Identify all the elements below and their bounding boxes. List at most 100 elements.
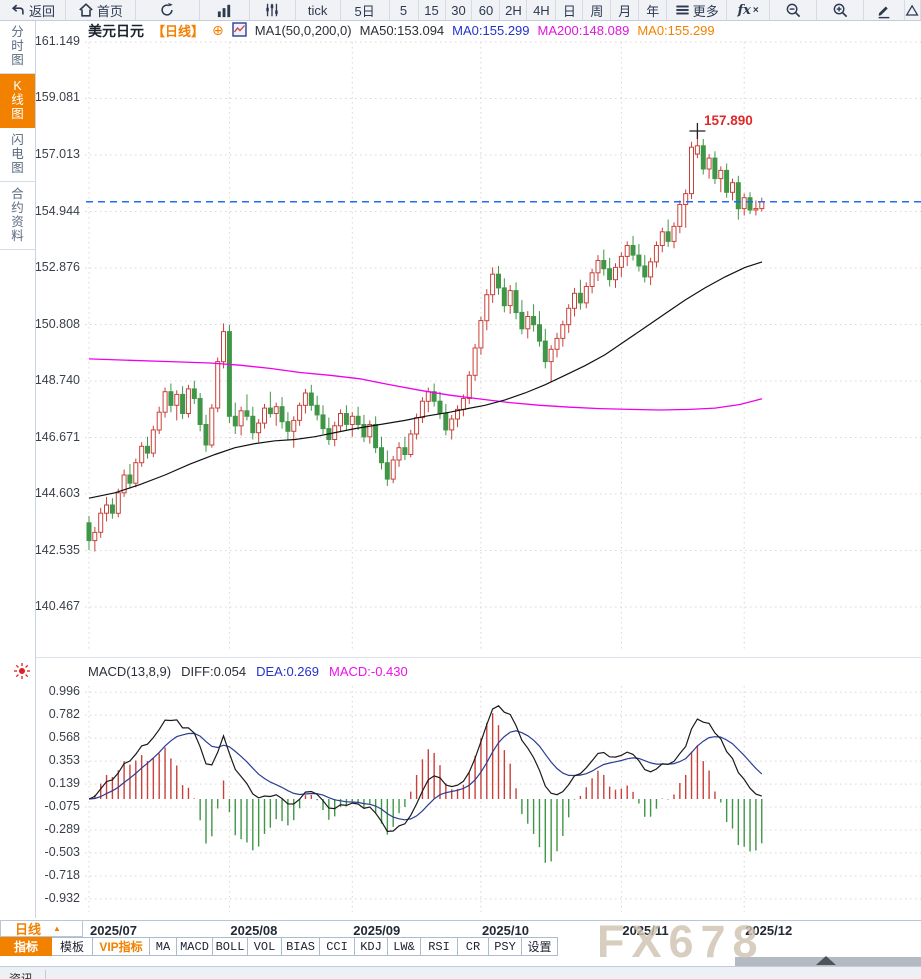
- y-axis-tick: -0.289: [44, 821, 80, 836]
- news-tab[interactable]: 资讯: [9, 970, 47, 979]
- toolbar-interval-4h[interactable]: 4H: [527, 0, 557, 20]
- date-label: 2025/12: [745, 923, 793, 938]
- toolbar-zoom-out[interactable]: [770, 0, 818, 20]
- sidebar-divider: [35, 20, 36, 918]
- toolbar-interval-tick[interactable]: tick: [296, 0, 341, 20]
- toolbar-interval-30m[interactable]: 30: [446, 0, 473, 20]
- toolbar-fx-indicators[interactable]: fx ×: [727, 0, 771, 20]
- indicator-tab-0[interactable]: 指标: [0, 937, 52, 956]
- ma0-value-blue: MA0:155.299: [452, 23, 530, 38]
- macd-definition: MACD(13,8,9): [88, 664, 172, 679]
- ma0-value-orange: MA0:155.299: [637, 23, 715, 38]
- ma200-value: MA200:148.089: [537, 23, 630, 38]
- toolbar-interval-month[interactable]: 月: [611, 0, 640, 20]
- ma50-value: MA50:153.094: [359, 23, 445, 38]
- toolbar-interval-2h[interactable]: 2H: [500, 0, 528, 20]
- symbol-title: 美元日元: [88, 22, 144, 39]
- sidebar-tab-lightning[interactable]: 闪电图: [0, 128, 35, 182]
- indicator-tab-10[interactable]: LW&: [388, 937, 421, 956]
- scrollbar-row: [0, 956, 921, 966]
- y-axis-tick: -0.932: [44, 890, 80, 905]
- caret-up-icon: ▲: [53, 924, 61, 933]
- toolbar-draw-pencil[interactable]: [864, 0, 905, 20]
- date-label: 2025/08: [230, 923, 278, 938]
- y-axis-tick: 150.808: [34, 316, 80, 331]
- x-mark-icon: ×: [752, 4, 759, 16]
- y-axis-tick: -0.718: [44, 867, 80, 882]
- brightness-icon[interactable]: [13, 662, 31, 685]
- toolbar-zoom-in[interactable]: [817, 0, 865, 20]
- y-axis-tick: 0.353: [48, 753, 80, 768]
- indicator-tab-5[interactable]: BOLL: [213, 937, 248, 956]
- period-selector-button[interactable]: 日线 ▲: [0, 921, 83, 937]
- indicator-tab-7[interactable]: BIAS: [282, 937, 320, 956]
- indicator-tab-12[interactable]: CR: [458, 937, 489, 956]
- y-axis-tick: 140.467: [34, 599, 80, 614]
- period-selector-label: 日线: [15, 922, 42, 937]
- y-axis-tick: 157.013: [34, 146, 80, 161]
- toolbar-interval-week[interactable]: 周: [583, 0, 612, 20]
- chart-header: 美元日元 【日线】 ⊕ MA1(50,0,200,0) MA50:153.094…: [88, 21, 715, 40]
- indicator-tab-11[interactable]: RSI: [421, 937, 458, 956]
- y-axis-tick: 161.149: [34, 34, 80, 48]
- top-toolbar: 返回 首页 tick 5日 5 15 30 60 2H 4H 日周月年更多 fx ×: [0, 0, 921, 21]
- y-axis-tick: 144.603: [34, 486, 80, 501]
- toolbar-draw-shape[interactable]: [905, 0, 921, 20]
- panel-separator: [36, 657, 921, 658]
- sidebar-tab-contract-info[interactable]: 合约资料: [0, 182, 35, 250]
- y-axis-tick: 152.876: [34, 260, 80, 275]
- period-tag: 【日线】: [152, 24, 205, 39]
- date-label: 2025/11: [622, 923, 669, 938]
- toolbar-interval-60m[interactable]: 60: [472, 0, 501, 20]
- kline-mini-icon: [232, 21, 247, 40]
- indicator-tab-1[interactable]: 模板: [52, 937, 93, 956]
- toolbar-interval-5d[interactable]: 5日: [341, 0, 390, 20]
- y-axis-tick: 0.996: [48, 684, 80, 699]
- toolbar-back[interactable]: 返回: [0, 0, 66, 20]
- y-axis-tick: 154.944: [34, 203, 80, 218]
- y-axis-tick: 146.671: [34, 429, 80, 444]
- indicator-tab-13[interactable]: PSY: [489, 937, 522, 956]
- macd-header: MACD(13,8,9) DIFF:0.054 DEA:0.269 MACD:-…: [88, 664, 408, 679]
- sidebar-tab-time-share[interactable]: 分时图: [0, 20, 35, 74]
- macd-diff-value: DIFF:0.054: [181, 664, 247, 679]
- toolbar-home[interactable]: 首页: [66, 0, 136, 20]
- collapse-arrow-icon[interactable]: [816, 956, 836, 965]
- ma-definition: MA1(50,0,200,0): [254, 23, 352, 38]
- peak-price-annotation: 157.890: [704, 113, 753, 128]
- y-axis-tick: 0.782: [48, 707, 80, 722]
- indicator-tab-9[interactable]: KDJ: [355, 937, 388, 956]
- toolbar-interval-15m[interactable]: 15: [419, 0, 446, 20]
- toolbar-more-menu[interactable]: 更多: [667, 0, 728, 20]
- toolbar-refresh[interactable]: [136, 0, 200, 20]
- indicator-toolbar: 指标 模板 VIP指标 MA MACD BOLL VOL BIAS CCI KDJ LW& RSI CR…: [0, 937, 921, 957]
- toolbar-interval-5m[interactable]: 5: [390, 0, 419, 20]
- status-bar: 资讯: [0, 966, 921, 979]
- macd-dea-value: DEA:0.269: [256, 664, 319, 679]
- toolbar-interval-year[interactable]: 年: [639, 0, 668, 20]
- indicator-tab-2[interactable]: VIP指标: [93, 937, 150, 956]
- indicator-tab-14[interactable]: 设置: [522, 937, 558, 956]
- indicator-tab-6[interactable]: VOL: [248, 937, 282, 956]
- y-axis-tick: -0.075: [44, 799, 80, 814]
- indicator-tab-8[interactable]: CCI: [320, 937, 355, 956]
- date-label: 2025/10: [481, 923, 529, 938]
- add-indicator-icon[interactable]: ⊕: [212, 22, 224, 38]
- toolbar-indicator-settings[interactable]: [250, 0, 296, 20]
- toolbar-chart-style[interactable]: [200, 0, 250, 20]
- y-axis-tick: 148.740: [34, 373, 80, 387]
- y-axis-tick: 0.568: [48, 730, 80, 745]
- y-axis-tick: 142.535: [34, 542, 80, 557]
- toolbar-interval-day[interactable]: 日: [556, 0, 584, 20]
- date-label: 2025/07: [90, 923, 137, 938]
- indicator-tab-3[interactable]: MA: [150, 937, 177, 956]
- y-axis-tick: -0.503: [44, 844, 80, 859]
- y-axis-tick: 0.139: [48, 776, 80, 791]
- macd-hist-value: MACD:-0.430: [328, 664, 408, 679]
- date-label: 2025/09: [353, 923, 401, 938]
- indicator-tab-4[interactable]: MACD: [177, 937, 213, 956]
